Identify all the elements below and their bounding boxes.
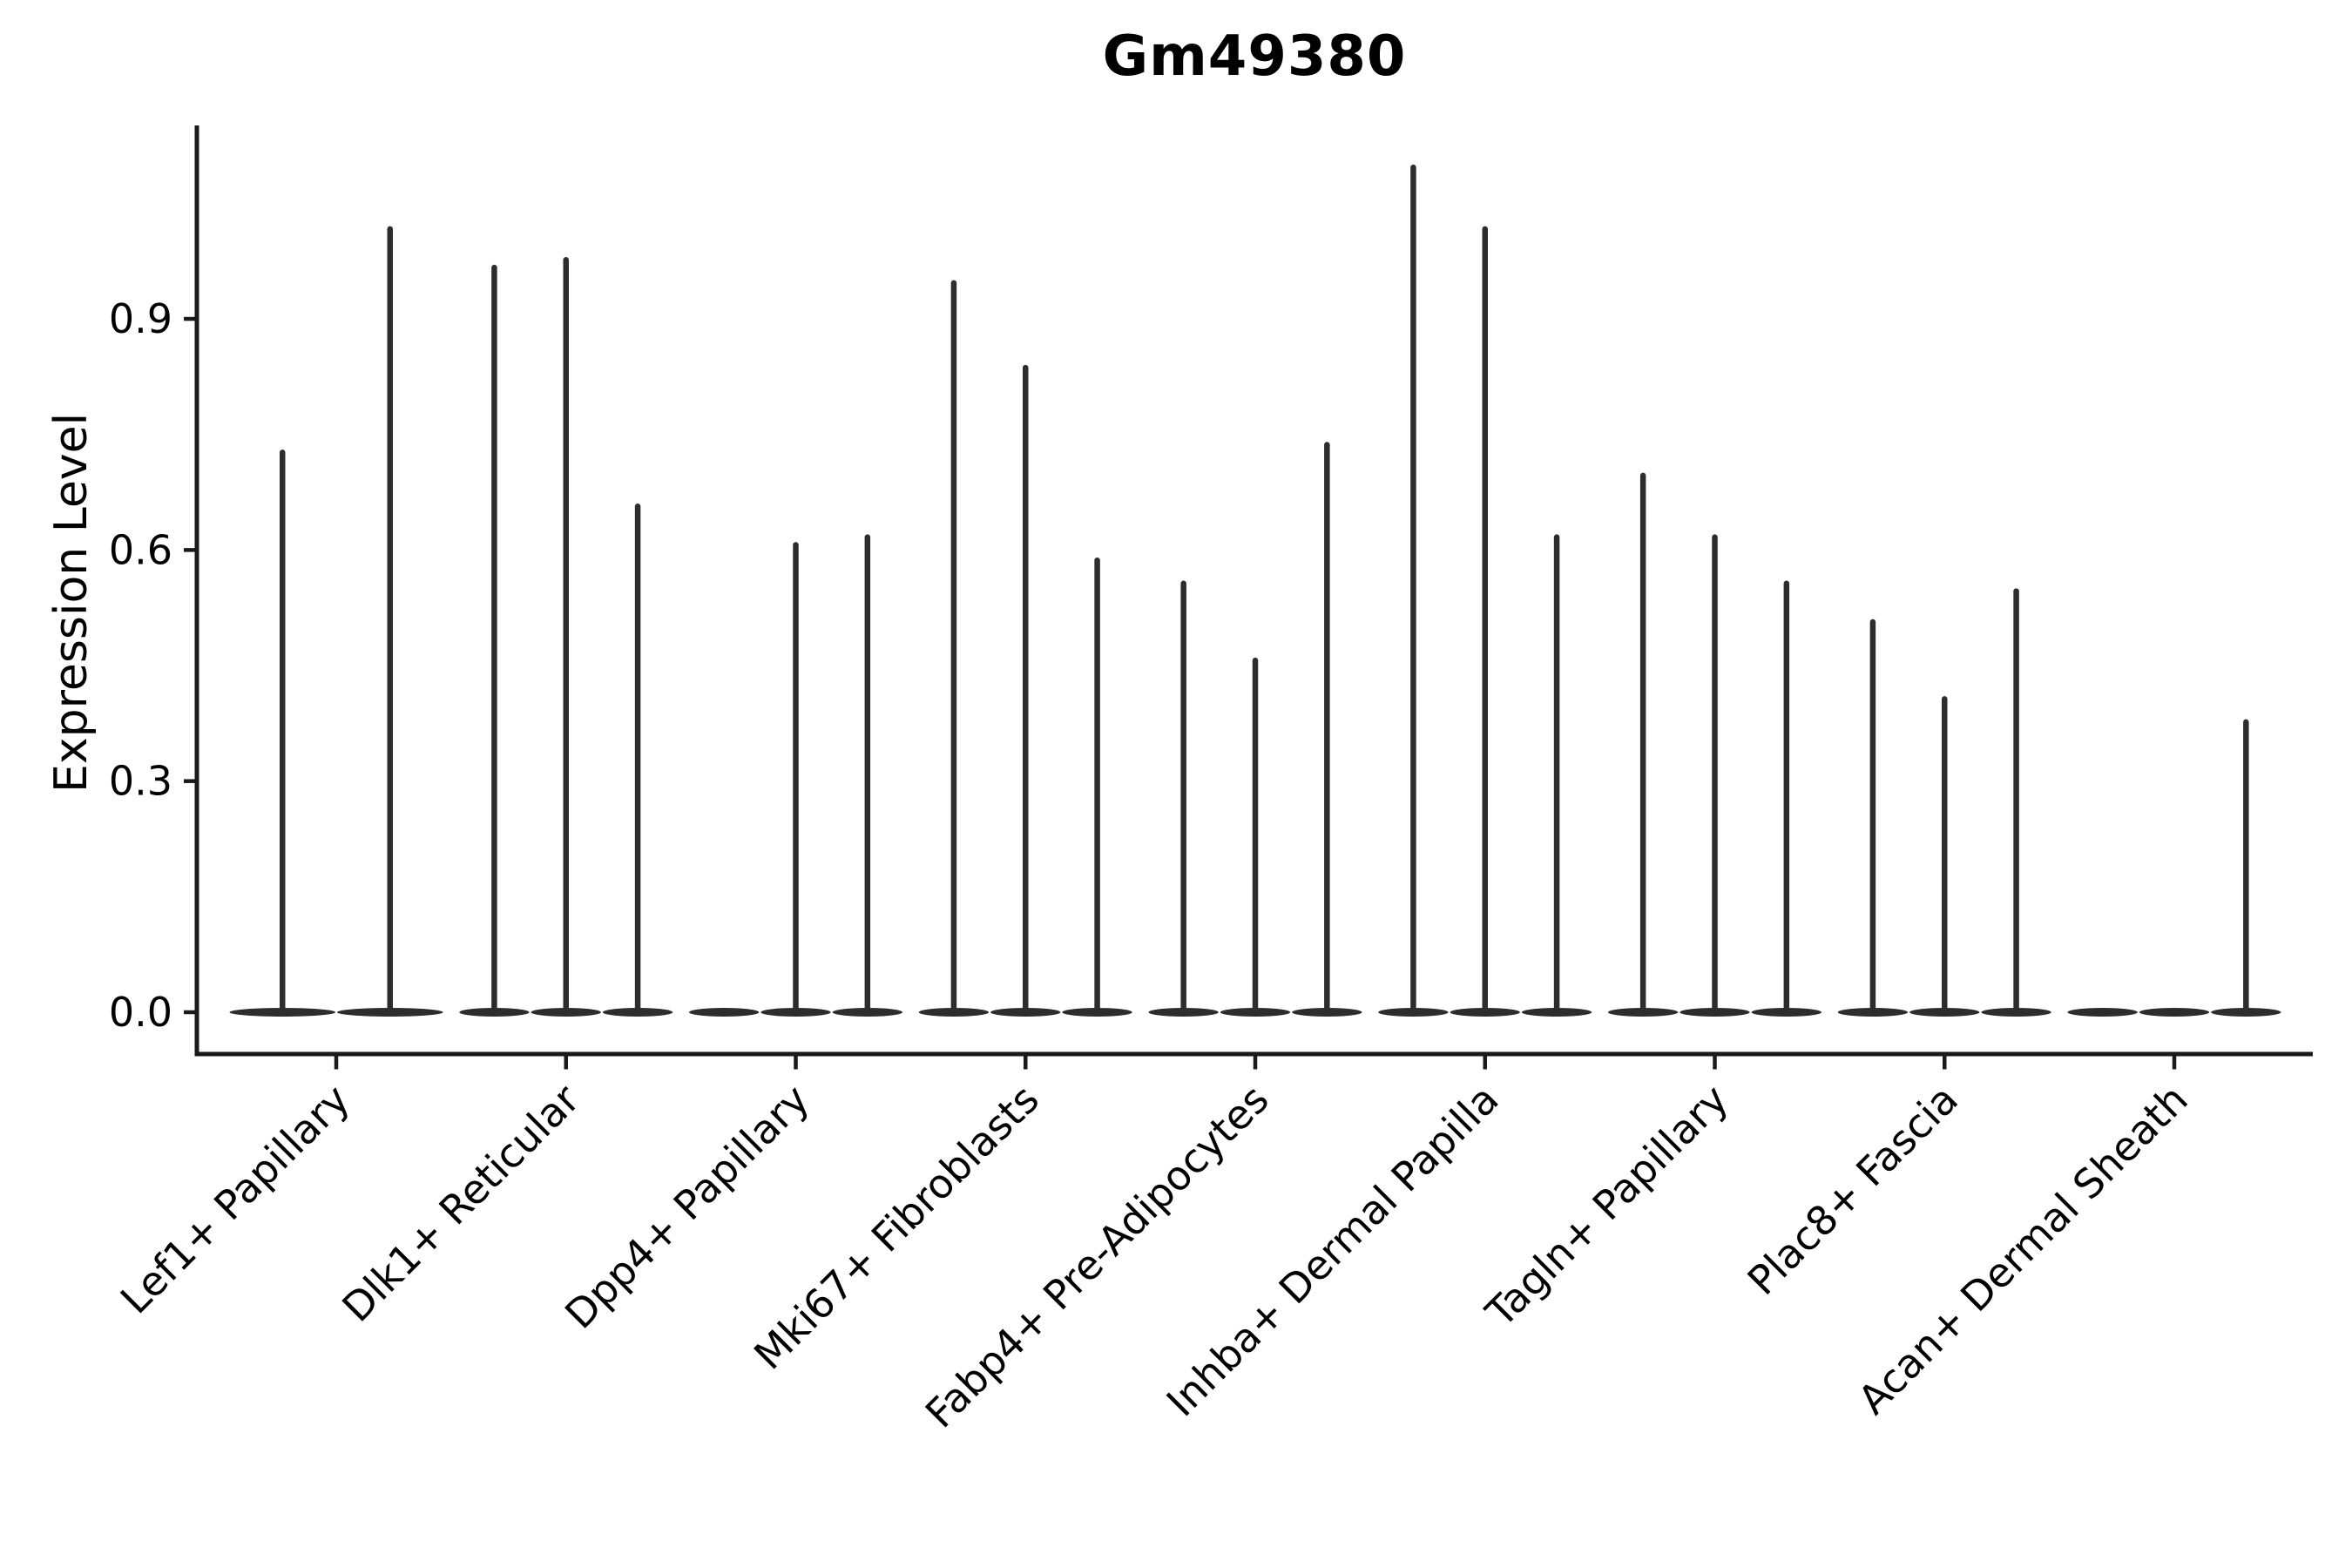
x-tick-label: Dlk1+ Reticular — [333, 1076, 588, 1331]
violin-body — [2067, 1008, 2138, 1017]
violin-body — [2139, 1008, 2210, 1017]
x-tick-label: Dpp4+ Papillary — [556, 1076, 818, 1338]
y-tick-label: 0.6 — [109, 526, 172, 573]
violin-body — [689, 1008, 760, 1017]
x-tick-label: Lef1+ Papillary — [112, 1076, 359, 1323]
y-tick-label: 0.3 — [109, 758, 172, 805]
x-tick-label: Plac8+ Fascia — [1739, 1076, 1967, 1304]
y-tick-label: 0.9 — [109, 295, 172, 342]
y-tick-label: 0.0 — [109, 989, 172, 1036]
chart-title: Gm49380 — [1102, 24, 1407, 89]
x-tick-label: Tagln+ Papillary — [1477, 1076, 1738, 1337]
